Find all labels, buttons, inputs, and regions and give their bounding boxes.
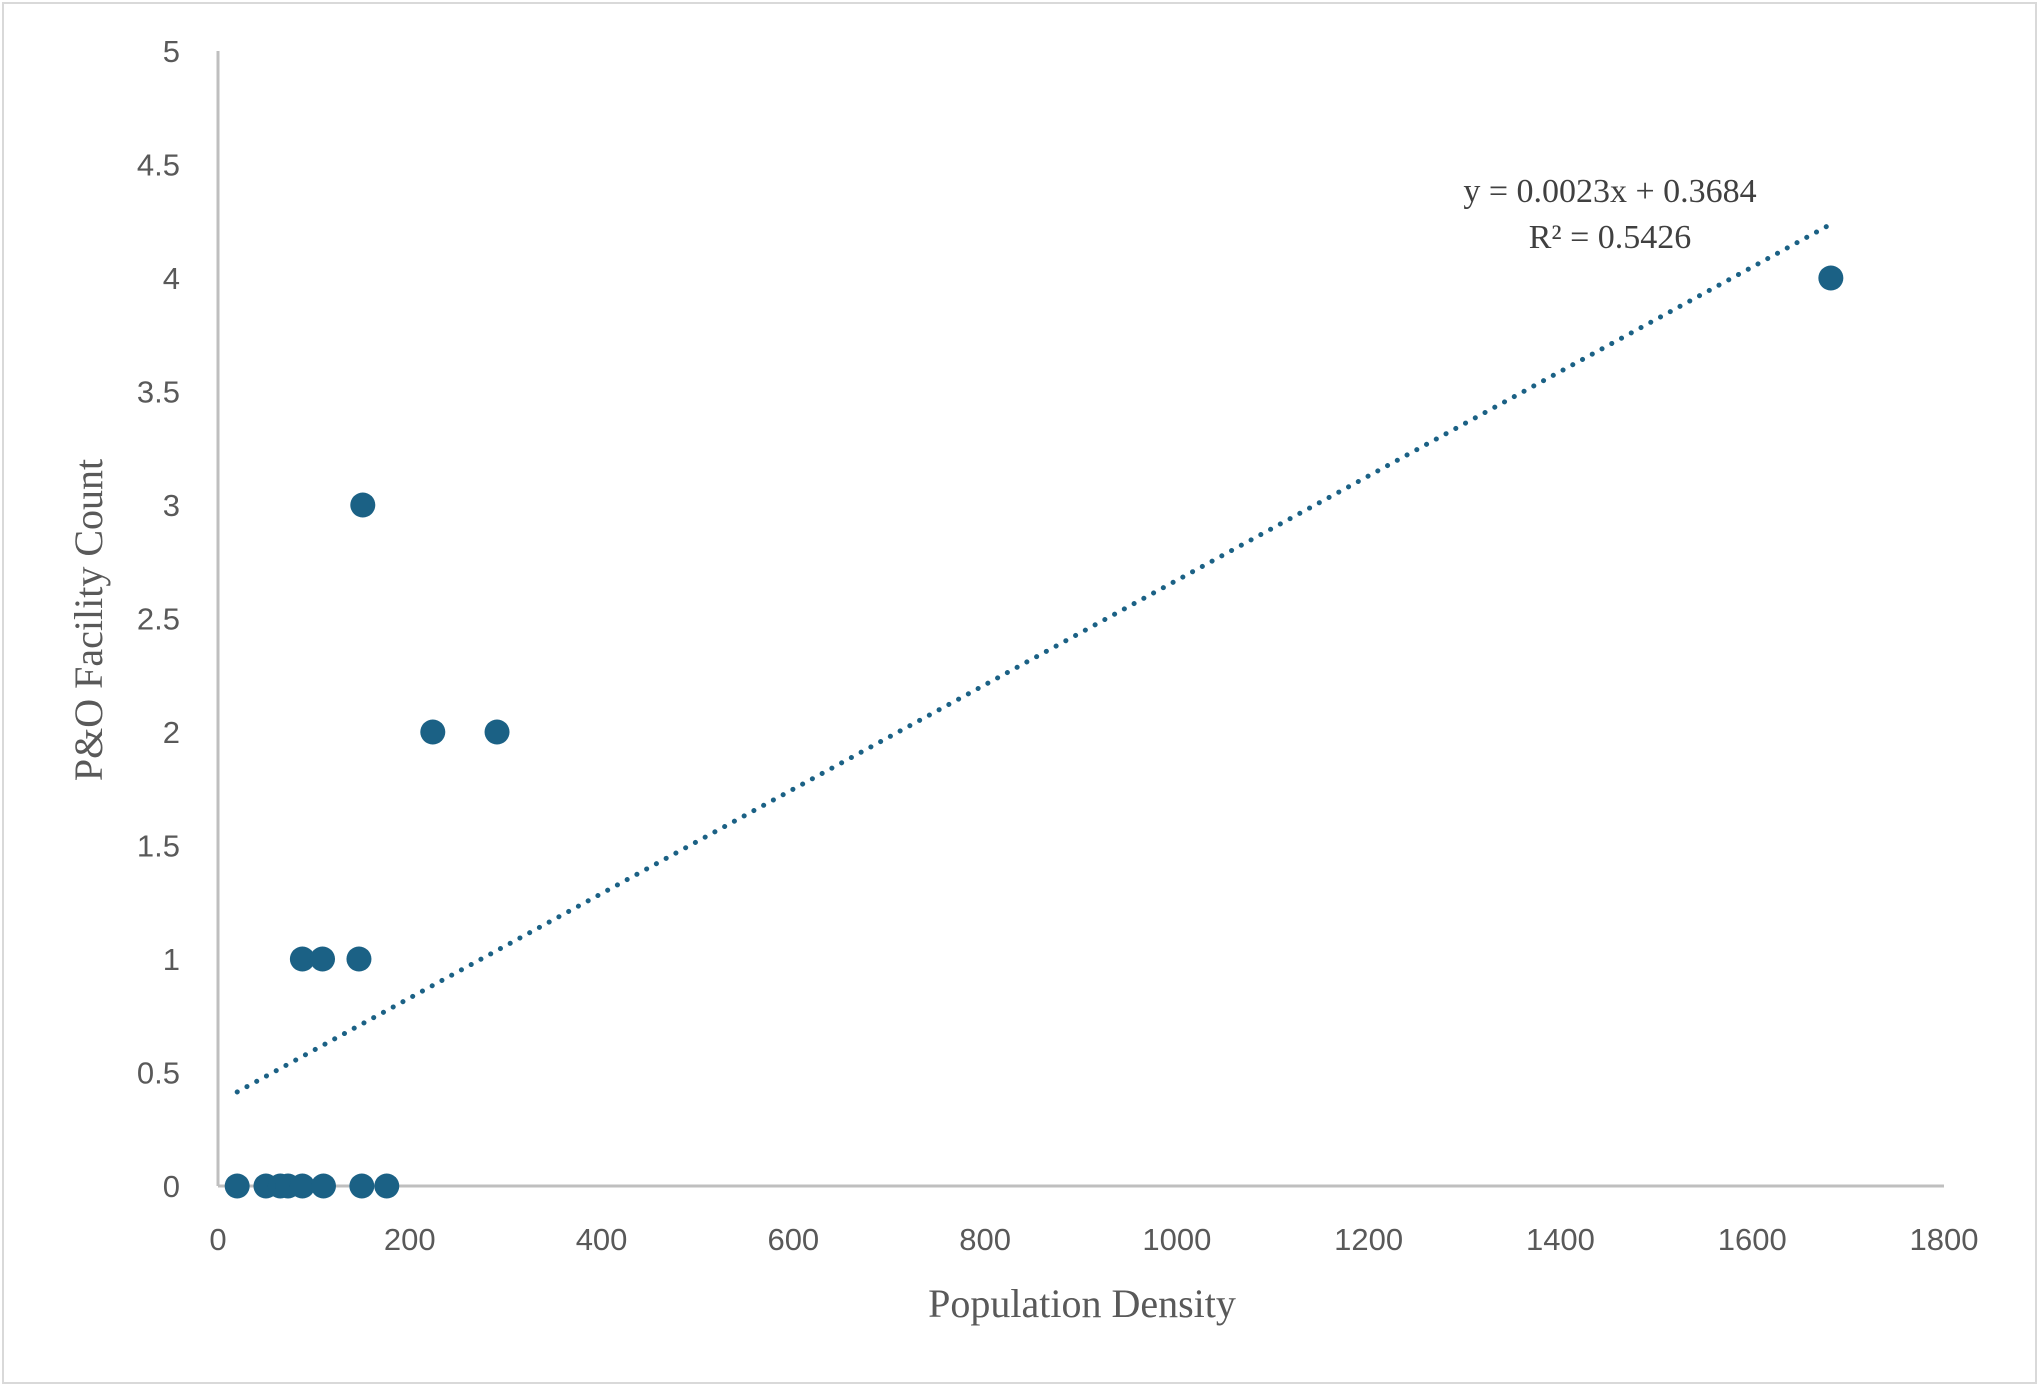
y-tick-label: 4.5	[137, 148, 180, 183]
trendline	[234, 221, 1834, 1095]
data-point	[346, 946, 372, 972]
data-point	[310, 946, 336, 972]
x-tick-label: 1600	[1718, 1222, 1787, 1257]
data-point	[484, 719, 510, 745]
y-tick-label: 0	[163, 1169, 180, 1204]
y-tick-label: 4	[163, 261, 180, 296]
data-point	[289, 946, 315, 972]
data-point	[349, 1173, 375, 1199]
x-tick-label: 600	[767, 1222, 819, 1257]
trendline-equation: y = 0.0023x + 0.3684	[1463, 173, 1756, 210]
trendline-r2: R² = 0.5426	[1529, 219, 1692, 256]
x-tick-label: 1800	[1910, 1222, 1979, 1257]
x-tick-label: 1000	[1142, 1222, 1211, 1257]
data-point	[350, 492, 376, 518]
y-tick-label: 1.5	[137, 829, 180, 864]
data-point	[420, 719, 446, 745]
x-axis-title: Population Density	[928, 1281, 1236, 1326]
y-tick-label: 5	[163, 34, 180, 69]
x-tick-label: 200	[384, 1222, 436, 1257]
x-tick-label: 1400	[1526, 1222, 1595, 1257]
y-tick-label: 1	[163, 942, 180, 977]
data-point	[1818, 265, 1844, 291]
x-tick-label: 800	[959, 1222, 1011, 1257]
data-point	[374, 1173, 400, 1199]
y-tick-label: 0.5	[137, 1056, 180, 1091]
data-point	[224, 1173, 250, 1199]
x-tick-label: 0	[209, 1222, 226, 1257]
data-point	[310, 1173, 336, 1199]
y-tick-label: 3	[163, 488, 180, 523]
y-tick-label: 2.5	[137, 602, 180, 637]
data-point	[289, 1173, 315, 1199]
x-tick-label: 400	[576, 1222, 628, 1257]
y-axis-title: P&O Facility Count	[66, 459, 111, 781]
y-tick-label: 2	[163, 715, 180, 750]
x-tick-label: 1200	[1334, 1222, 1403, 1257]
y-tick-label: 3.5	[137, 375, 180, 410]
